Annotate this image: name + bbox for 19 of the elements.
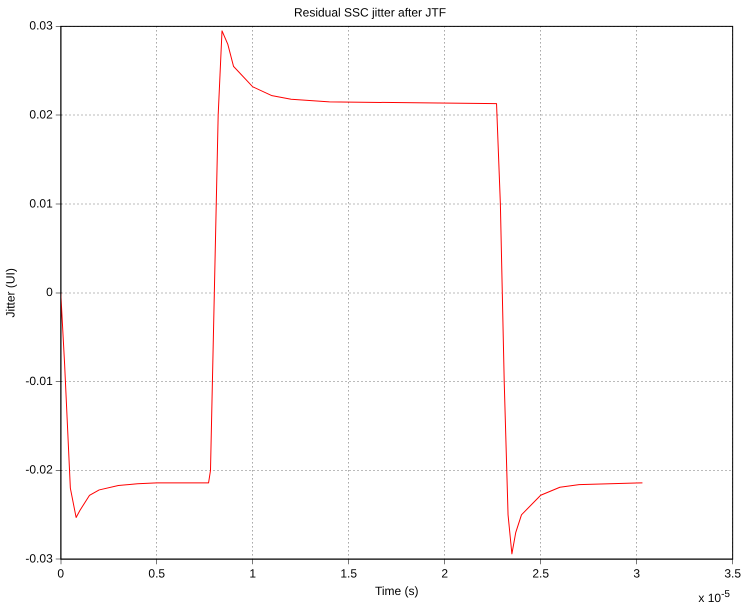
- y-tick-label: -0.01: [25, 374, 54, 388]
- text: x 10$^{-5}$: [698, 589, 730, 605]
- y-tick-label: -0.03: [25, 552, 54, 566]
- y-tick-label: 0.01: [29, 196, 54, 210]
- y-tick-label: 0.02: [29, 108, 54, 122]
- y-tick-label: 0: [46, 285, 54, 300]
- x-tick-label: 1.5: [340, 566, 358, 581]
- y-tick-label: 0.03: [29, 18, 54, 33]
- x-axis-title: Time (s): [374, 584, 418, 598]
- x-tick-label: 1: [249, 566, 256, 581]
- x-tick-label: 2: [441, 566, 448, 581]
- x-tick-label: 0: [57, 566, 64, 581]
- y-tick-label: -0.02: [25, 462, 54, 477]
- x-tick-label: 2.5: [532, 566, 550, 581]
- x-tick-label: 3.5: [724, 566, 742, 581]
- y-axis-title: Jitter (UI): [4, 268, 18, 318]
- x-tick-label: 3: [633, 566, 640, 581]
- x-tick-label: 0.5: [148, 566, 166, 581]
- chart-title: Residual SSC jitter after JTF: [294, 6, 446, 20]
